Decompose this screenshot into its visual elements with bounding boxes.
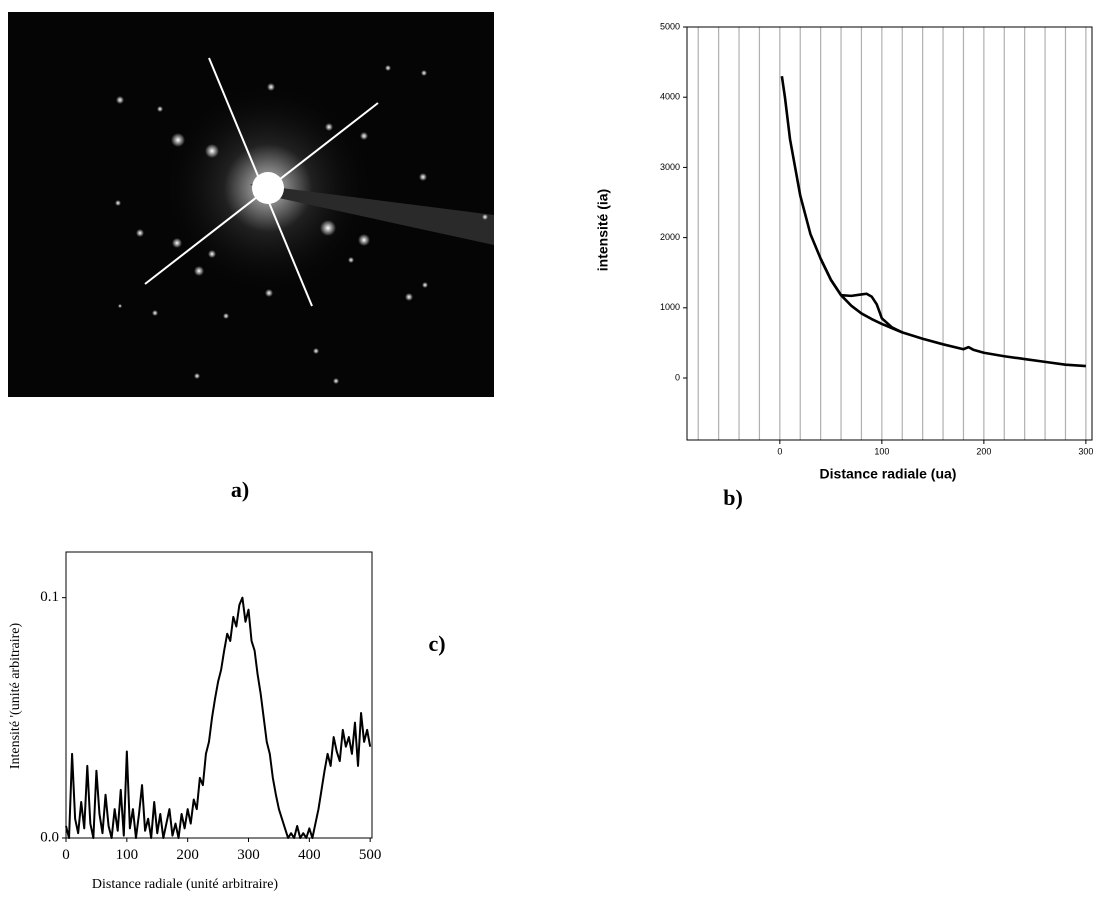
diffraction-image: [8, 12, 494, 397]
x-tick-label: 400: [298, 847, 321, 863]
x-tick-label: 300: [237, 847, 260, 863]
spots: [115, 65, 488, 384]
x-tick-label: 200: [976, 446, 991, 456]
data-line: [780, 75, 1086, 368]
x-tick-label: 100: [874, 446, 889, 456]
plot-frame: [686, 26, 1093, 441]
x-tick-label: 500: [359, 847, 382, 863]
panel-label: c): [428, 631, 445, 656]
profile-line: [208, 57, 313, 307]
y-axis-label: Intensité '(unité arbitraire): [8, 622, 23, 769]
y-axis-label: intensité (ia): [595, 189, 611, 271]
plot-frame: [65, 551, 373, 839]
y-tick-label: 1000: [660, 302, 680, 312]
x-tick-label: 300: [1078, 446, 1093, 456]
y-tick-label: 0.1: [40, 589, 59, 605]
data-line: [819, 258, 903, 334]
panel-label: a): [231, 477, 249, 502]
y-tick-label: 5000: [660, 21, 680, 31]
y-tick-label: 0: [675, 372, 680, 382]
y-tick-label: 4000: [660, 92, 680, 102]
profile-line: [144, 102, 379, 285]
panel-label: b): [723, 485, 743, 510]
x-tick-label: 0: [62, 847, 70, 863]
y-tick-label: 3000: [660, 162, 680, 172]
x-axis-label: Distance radiale (unité arbitraire): [92, 877, 279, 892]
x-axis-label: Distance radiale (ua): [820, 466, 957, 482]
x-tick-label: 100: [116, 847, 139, 863]
beam-stop: [250, 184, 494, 245]
x-tick-label: 200: [176, 847, 199, 863]
y-tick-label: 0.0: [40, 829, 59, 845]
x-tick-label: 0: [777, 446, 782, 456]
data-line: [65, 596, 372, 839]
y-tick-label: 2000: [660, 232, 680, 242]
